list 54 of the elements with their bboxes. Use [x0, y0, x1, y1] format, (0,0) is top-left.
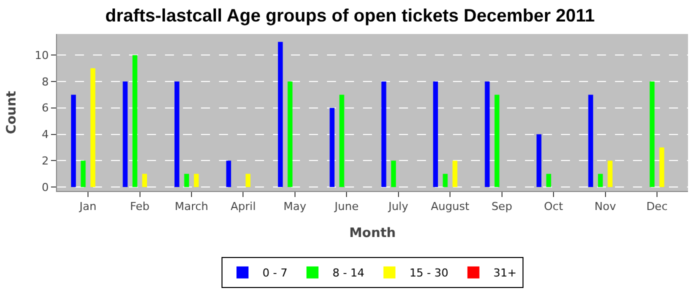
- bar: [588, 94, 594, 188]
- bar: [122, 82, 128, 188]
- legend-label: 15 - 30: [409, 266, 448, 280]
- x-tick-label: April: [230, 200, 256, 214]
- x-tick-label: Oct: [544, 200, 564, 214]
- bar: [494, 94, 500, 188]
- x-tick-label: August: [430, 200, 470, 214]
- y-tick-label: 6: [42, 102, 49, 115]
- bar: [288, 82, 292, 188]
- bar: [452, 160, 458, 188]
- legend-label: 8 - 14: [332, 266, 364, 280]
- y-tick-label: 2: [42, 154, 49, 168]
- bar: [659, 147, 664, 188]
- bar: [90, 68, 96, 188]
- bar: [608, 160, 613, 188]
- bar: [246, 174, 250, 188]
- bar: [484, 82, 490, 188]
- y-tick-label: 10: [34, 48, 49, 62]
- bar: [80, 160, 86, 188]
- x-tick-label: Dec: [646, 200, 668, 214]
- x-tick-label: June: [334, 200, 359, 214]
- bar: [391, 160, 396, 188]
- bar: [442, 174, 448, 188]
- x-tick-label: March: [174, 200, 208, 214]
- bar: [339, 94, 344, 188]
- bar: [598, 174, 603, 188]
- x-tick-label: Jan: [78, 200, 97, 214]
- x-tick-label: May: [284, 200, 307, 214]
- x-tick-label: Nov: [594, 200, 616, 214]
- legend-label: 0 - 7: [262, 266, 288, 280]
- bar: [536, 134, 542, 188]
- y-axis-title: Count: [4, 90, 20, 134]
- bar: [546, 174, 552, 188]
- bar: [650, 82, 655, 188]
- x-axis-title: Month: [349, 226, 396, 241]
- bar: [226, 160, 232, 188]
- legend-label: 31+: [493, 266, 517, 280]
- chart-title: drafts-lastcall Age groups of open tickets December 2011: [105, 6, 595, 26]
- bar: [194, 174, 199, 188]
- bar: [71, 94, 76, 188]
- x-tick-label: Feb: [130, 200, 150, 214]
- bar: [330, 108, 335, 188]
- bar: [132, 55, 138, 188]
- bar: [381, 82, 386, 188]
- y-tick-label: 0: [42, 180, 49, 194]
- bar: [142, 174, 148, 188]
- bar: [184, 174, 190, 188]
- y-tick-label: 8: [42, 75, 49, 88]
- bar: [174, 82, 180, 188]
- bar: [278, 42, 283, 188]
- y-tick-label: 4: [42, 128, 49, 142]
- x-tick-label: Sep: [491, 200, 512, 214]
- bar: [433, 82, 438, 188]
- x-tick-label: July: [387, 200, 409, 214]
